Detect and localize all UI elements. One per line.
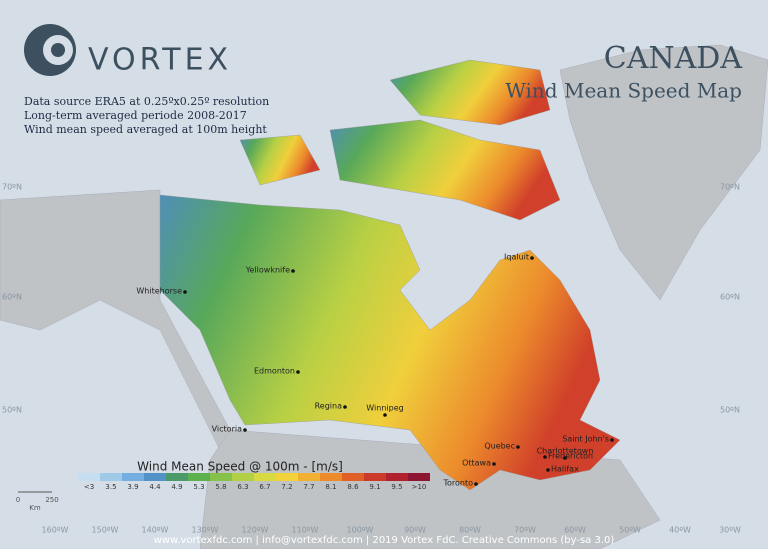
city-label: Edmonton — [254, 367, 295, 376]
legend-swatch — [232, 473, 254, 481]
longitude-label: 30ºW — [719, 526, 741, 535]
latitude-label: 70ºN — [2, 183, 22, 192]
longitude-label: 60ºW — [564, 526, 586, 535]
brand: VORTEX — [88, 43, 232, 78]
legend-swatch — [100, 473, 122, 481]
info-line: Wind mean speed averaged at 100m height — [24, 123, 267, 136]
legend-swatch — [342, 473, 364, 481]
city-dot — [296, 370, 300, 374]
city-label: Regina — [315, 402, 342, 411]
longitude-label: 40ºW — [669, 526, 691, 535]
latitude-label: 50ºN — [2, 406, 22, 415]
canada-land — [159, 59, 621, 491]
legend-tick-label: 4.4 — [149, 483, 161, 491]
legend-swatch — [364, 473, 386, 481]
city-dot — [546, 468, 550, 472]
legend-swatch — [210, 473, 232, 481]
longitude-label: 70ºW — [514, 526, 536, 535]
legend-tick-label: 3.9 — [127, 483, 138, 491]
legend-swatch — [254, 473, 276, 481]
city-label: Saint John's — [562, 435, 609, 444]
latitude-label: 60ºN — [720, 293, 740, 302]
legend-tick-label: >10 — [412, 483, 427, 491]
city-dot — [492, 462, 496, 466]
legend-tick-label: 4.9 — [171, 483, 182, 491]
legend-swatch — [166, 473, 188, 481]
city-label: Charlottetown — [537, 447, 594, 456]
city-label: Winnipeg — [366, 404, 403, 413]
logo — [24, 24, 76, 76]
info-line: Data source ERA5 at 0.25ºx0.25º resoluti… — [24, 95, 269, 108]
longitude-label: 130ºW — [192, 526, 219, 535]
city-label: Victoria — [212, 425, 242, 434]
city-label: Fredericton — [548, 452, 593, 461]
legend-tick-label: 6.3 — [237, 483, 248, 491]
legend-swatch — [298, 473, 320, 481]
longitude-label: 90ºW — [404, 526, 426, 535]
longitude-label: 140ºW — [142, 526, 169, 535]
legend-tick-label: 8.6 — [347, 483, 359, 491]
legend-title: Wind Mean Speed @ 100m - [m/s] — [137, 460, 343, 474]
legend-tick-label: 7.7 — [303, 483, 314, 491]
city-dot — [563, 456, 567, 460]
longitude-label: 100ºW — [347, 526, 374, 535]
city-dot — [474, 482, 478, 486]
city-dot — [530, 256, 534, 260]
latitude-label: 70ºN — [720, 183, 740, 192]
longitude-label: 80ºW — [459, 526, 481, 535]
legend-tick-label: 3.5 — [105, 483, 116, 491]
scale-label: 0 — [16, 496, 20, 504]
legend-tick-label: 5.3 — [193, 483, 204, 491]
city-label: Ottawa — [462, 459, 491, 468]
legend-swatch — [276, 473, 298, 481]
city-dot — [243, 428, 247, 432]
longitude-label: 110ºW — [292, 526, 319, 535]
legend-swatch — [78, 473, 100, 481]
scale-label: Km — [29, 504, 41, 512]
legend-tick-label: 5.8 — [215, 483, 226, 491]
city-dot — [383, 413, 387, 417]
city-dot — [183, 290, 187, 294]
latitude-label: 60ºN — [2, 293, 22, 302]
footer: www.vortexfdc.com | info@vortexfdc.com |… — [154, 535, 615, 546]
latitude-label: 50ºN — [720, 406, 740, 415]
legend-swatch — [188, 473, 210, 481]
info-line: Long-term averaged periode 2008-2017 — [24, 109, 247, 122]
legend-tick-label: <3 — [84, 483, 94, 491]
city-label: Halifax — [551, 465, 579, 474]
scale-label: 250 — [45, 496, 58, 504]
city-label: Iqaluit — [504, 253, 529, 262]
legend-tick-label: 6.7 — [259, 483, 270, 491]
legend-tick-label: 9.5 — [391, 483, 402, 491]
legend-tick-label: 8.1 — [325, 483, 336, 491]
legend-swatch — [320, 473, 342, 481]
legend-tick-label: 9.1 — [369, 483, 380, 491]
legend-swatch — [144, 473, 166, 481]
legend-swatch — [122, 473, 144, 481]
city-label: Whitehorse — [136, 287, 182, 296]
longitude-label: 150ºW — [92, 526, 119, 535]
subtitle: Wind Mean Speed Map — [505, 79, 742, 103]
longitude-label: 160ºW — [42, 526, 69, 535]
city-dot — [610, 438, 614, 442]
legend-swatch — [386, 473, 408, 481]
city-dot — [343, 405, 347, 409]
legend-tick-label: 7.2 — [281, 483, 292, 491]
city-dot — [291, 269, 295, 273]
legend-swatch — [408, 473, 430, 481]
city-dot — [543, 455, 547, 459]
city-label: Quebec — [484, 442, 515, 451]
title: CANADA — [604, 41, 743, 76]
city-dot — [516, 445, 520, 449]
longitude-label: 50ºW — [619, 526, 641, 535]
city-label: Yellowknife — [245, 266, 290, 275]
longitude-label: 120ºW — [242, 526, 269, 535]
city-label: Toronto — [442, 479, 473, 488]
